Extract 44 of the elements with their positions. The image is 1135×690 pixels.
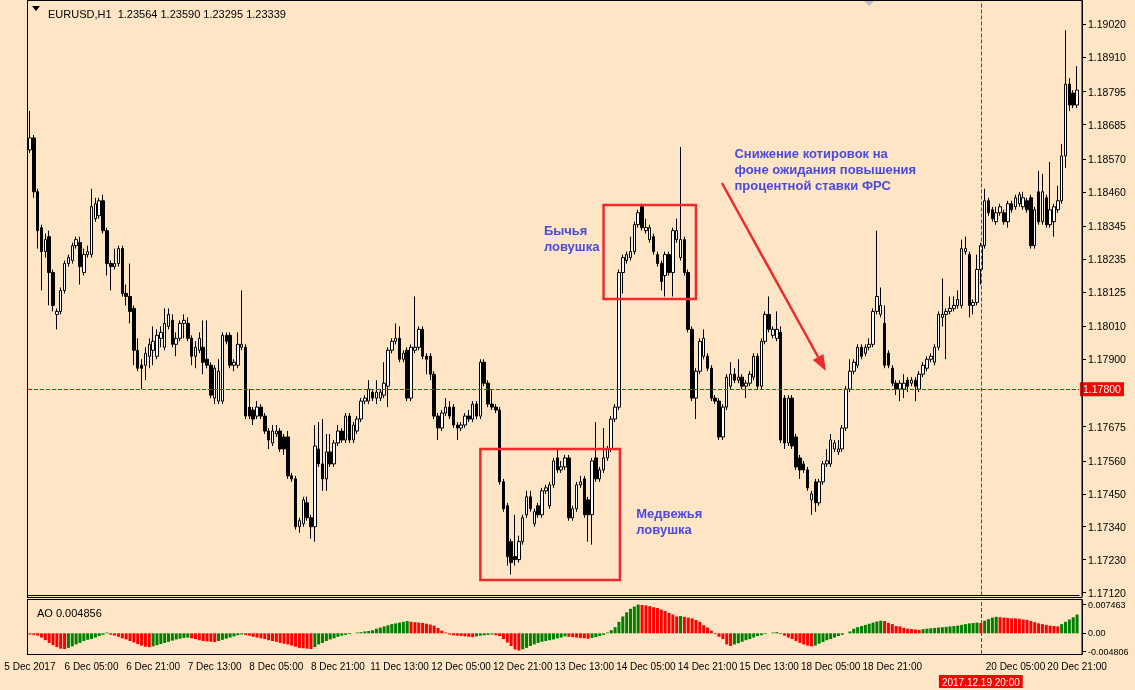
y-tick-label: 1.18910 (1088, 51, 1127, 64)
y-tick-label: 1.17450 (1088, 487, 1127, 500)
x-tick-label: 2017.12.19 20:00 (941, 676, 1021, 688)
y-tick-label: 1.17900 (1088, 353, 1127, 366)
y-tick-label: 1.17230 (1088, 553, 1127, 566)
annotation: Бычья ловушка (543, 222, 601, 254)
y-tick-label: 1.18570 (1088, 152, 1127, 165)
y-tick-label: 1.18345 (1088, 220, 1127, 233)
x-tick-label: 18 Dec 21:00 (862, 661, 923, 672)
x-tick-label: 11 Dec 13:00 (370, 661, 430, 672)
x-tick-label: 18 Dec 05:00 (800, 661, 861, 672)
y-tick-label: 1.17675 (1088, 420, 1127, 433)
y-tick-label: 1.17560 (1088, 454, 1127, 467)
y-tick-label: 1.18010 (1088, 320, 1127, 333)
y-tick-label: 0.007463 (1088, 599, 1126, 610)
text: EURUSD,H1 1.23564 1.23590 1.23295 1.23339 (48, 7, 286, 20)
y-tick-label: 1.18685 (1088, 118, 1127, 131)
y-tick-label: 1.18125 (1088, 285, 1127, 298)
y-tick-label: 1.17120 (1088, 586, 1127, 599)
x-tick-label: 14 Dec 05:00 (616, 661, 677, 672)
x-tick-label: 20 Dec 05:00 (985, 661, 1046, 672)
ref-line-label: 1.17800 (1083, 383, 1122, 396)
y-tick-label: -0.004806 (1088, 646, 1129, 657)
x-tick-label: 8 Dec 21:00 (310, 661, 366, 672)
x-tick-label: 20 Dec 21:00 (1047, 661, 1108, 672)
x-tick-label: 14 Dec 21:00 (677, 661, 738, 672)
y-tick-label: 1.18460 (1088, 185, 1127, 198)
text: AO 0.004856 (37, 606, 102, 619)
y-tick-label: 1.18795 (1088, 85, 1127, 98)
y-tick-label: 1.17340 (1088, 520, 1127, 533)
annotation: Медвежья ловушка (636, 505, 703, 537)
x-tick-label: 13 Dec 13:00 (554, 661, 615, 672)
annotation: Снижение котировок на фоне ожидания повышения процентной ставки ФРС (734, 145, 917, 193)
x-tick-label: 6 Dec 05:00 (64, 661, 119, 672)
x-tick-label: 7 Dec 13:00 (187, 661, 243, 672)
x-tick-label: 8 Dec 05:00 (249, 661, 304, 672)
x-tick-label: 15 Dec 13:00 (739, 661, 800, 672)
x-tick-label: 5 Dec 2017 (4, 661, 56, 672)
x-tick-label: 6 Dec 21:00 (126, 661, 181, 672)
y-tick-label: 1.19020 (1088, 18, 1127, 31)
y-tick-label: 0.00 (1088, 628, 1106, 639)
y-tick-label: 1.18235 (1088, 253, 1127, 266)
x-tick-label: 12 Dec 21:00 (492, 661, 553, 672)
x-tick-label: 12 Dec 05:00 (431, 661, 492, 672)
